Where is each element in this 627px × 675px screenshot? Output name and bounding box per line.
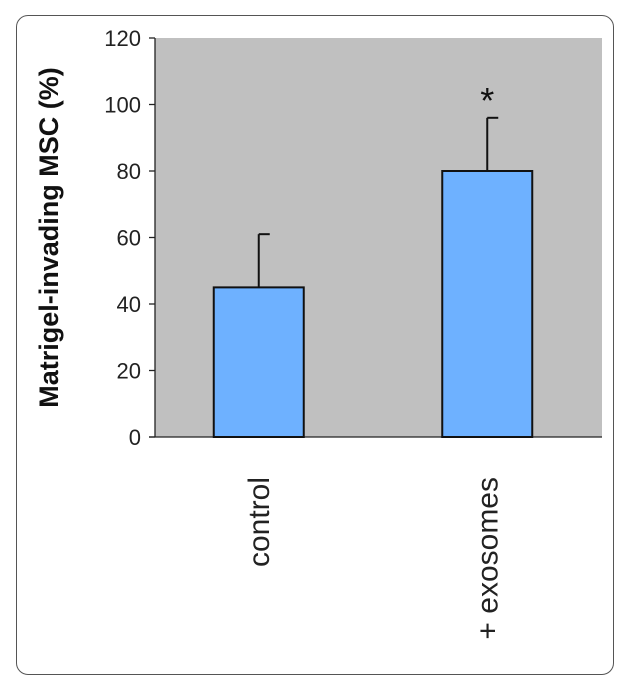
y-axis: 0 20 40 60 80 100 120 [104, 26, 602, 450]
bar-exosomes [441, 170, 534, 438]
x-tick-label: + exosomes [471, 477, 504, 640]
y-tick-label: 120 [104, 26, 141, 51]
x-axis-labels: control + exosomes [243, 477, 505, 640]
y-tick-label: 20 [117, 359, 141, 384]
y-tick-label: 100 [104, 93, 141, 118]
bar-control [212, 286, 305, 438]
y-axis-title: Matrigel-invading MSC (%) [34, 67, 64, 408]
bar-chart: 0 20 40 60 80 100 120 * control + exosomes Matr… [34, 26, 602, 640]
significance-annotation: * [480, 80, 494, 121]
y-tick-label: 40 [117, 292, 141, 317]
y-tick-label: 60 [117, 226, 141, 251]
y-tick-label: 80 [117, 159, 141, 184]
bars: * [212, 80, 534, 438]
y-tick-label: 0 [129, 425, 141, 450]
x-tick-label: control [243, 477, 276, 567]
